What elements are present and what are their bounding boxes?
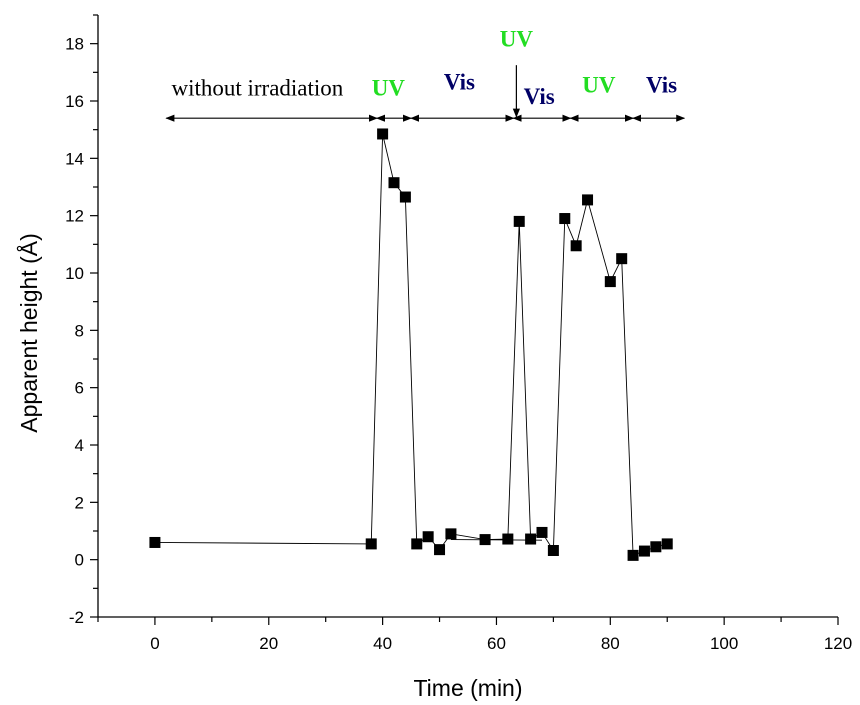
y-axis-title: Apparent height (Å) (15, 233, 42, 432)
annotation-label: Vis (524, 84, 555, 109)
data-point (399, 191, 411, 203)
data-point (388, 177, 400, 189)
annotation-label: UV (372, 75, 406, 100)
annotation-label: without irradiation (171, 75, 343, 100)
data-point (434, 544, 446, 556)
data-point (661, 538, 673, 550)
data-point (365, 538, 377, 550)
y-tick-label: 18 (65, 35, 84, 54)
data-point (559, 213, 571, 225)
data-point (411, 538, 423, 550)
data-point (149, 536, 161, 548)
x-tick-label: 60 (487, 634, 506, 653)
y-tick-label: 16 (65, 92, 84, 111)
x-tick-label: 80 (601, 634, 620, 653)
data-point (377, 128, 389, 140)
data-point (627, 549, 639, 561)
data-point (604, 276, 616, 288)
y-tick-label: 4 (75, 436, 84, 455)
extra-connector-line (450, 539, 543, 541)
y-tick-label: 0 (75, 551, 84, 570)
x-tick-label: 0 (150, 634, 159, 653)
data-point (582, 194, 594, 206)
x-axis-title: Time (min) (413, 675, 522, 701)
x-tick-label: 40 (373, 634, 392, 653)
y-tick-label: 6 (75, 379, 84, 398)
data-point (638, 545, 650, 557)
data-point (422, 531, 434, 543)
y-tick-label: 10 (65, 264, 84, 283)
y-tick-label: 14 (65, 149, 84, 168)
annotation-label: Vis (646, 72, 677, 97)
data-point (525, 533, 537, 545)
x-tick-label: 100 (710, 634, 738, 653)
data-point (502, 533, 514, 545)
annotation-label: Vis (444, 70, 475, 95)
y-tick-label: 12 (65, 207, 84, 226)
data-point (650, 541, 662, 553)
x-tick-label: 120 (824, 634, 852, 653)
annotation-label: UV (500, 27, 534, 52)
data-point (616, 253, 628, 265)
annotation-label: UV (582, 72, 616, 97)
data-point (536, 526, 548, 538)
data-point (547, 544, 559, 556)
y-tick-label: 2 (75, 493, 84, 512)
data-point (445, 528, 457, 540)
y-tick-label: 8 (75, 321, 84, 340)
data-point (570, 240, 582, 252)
y-tick-label: -2 (69, 608, 84, 627)
data-point (513, 215, 525, 227)
x-tick-label: 20 (259, 634, 278, 653)
